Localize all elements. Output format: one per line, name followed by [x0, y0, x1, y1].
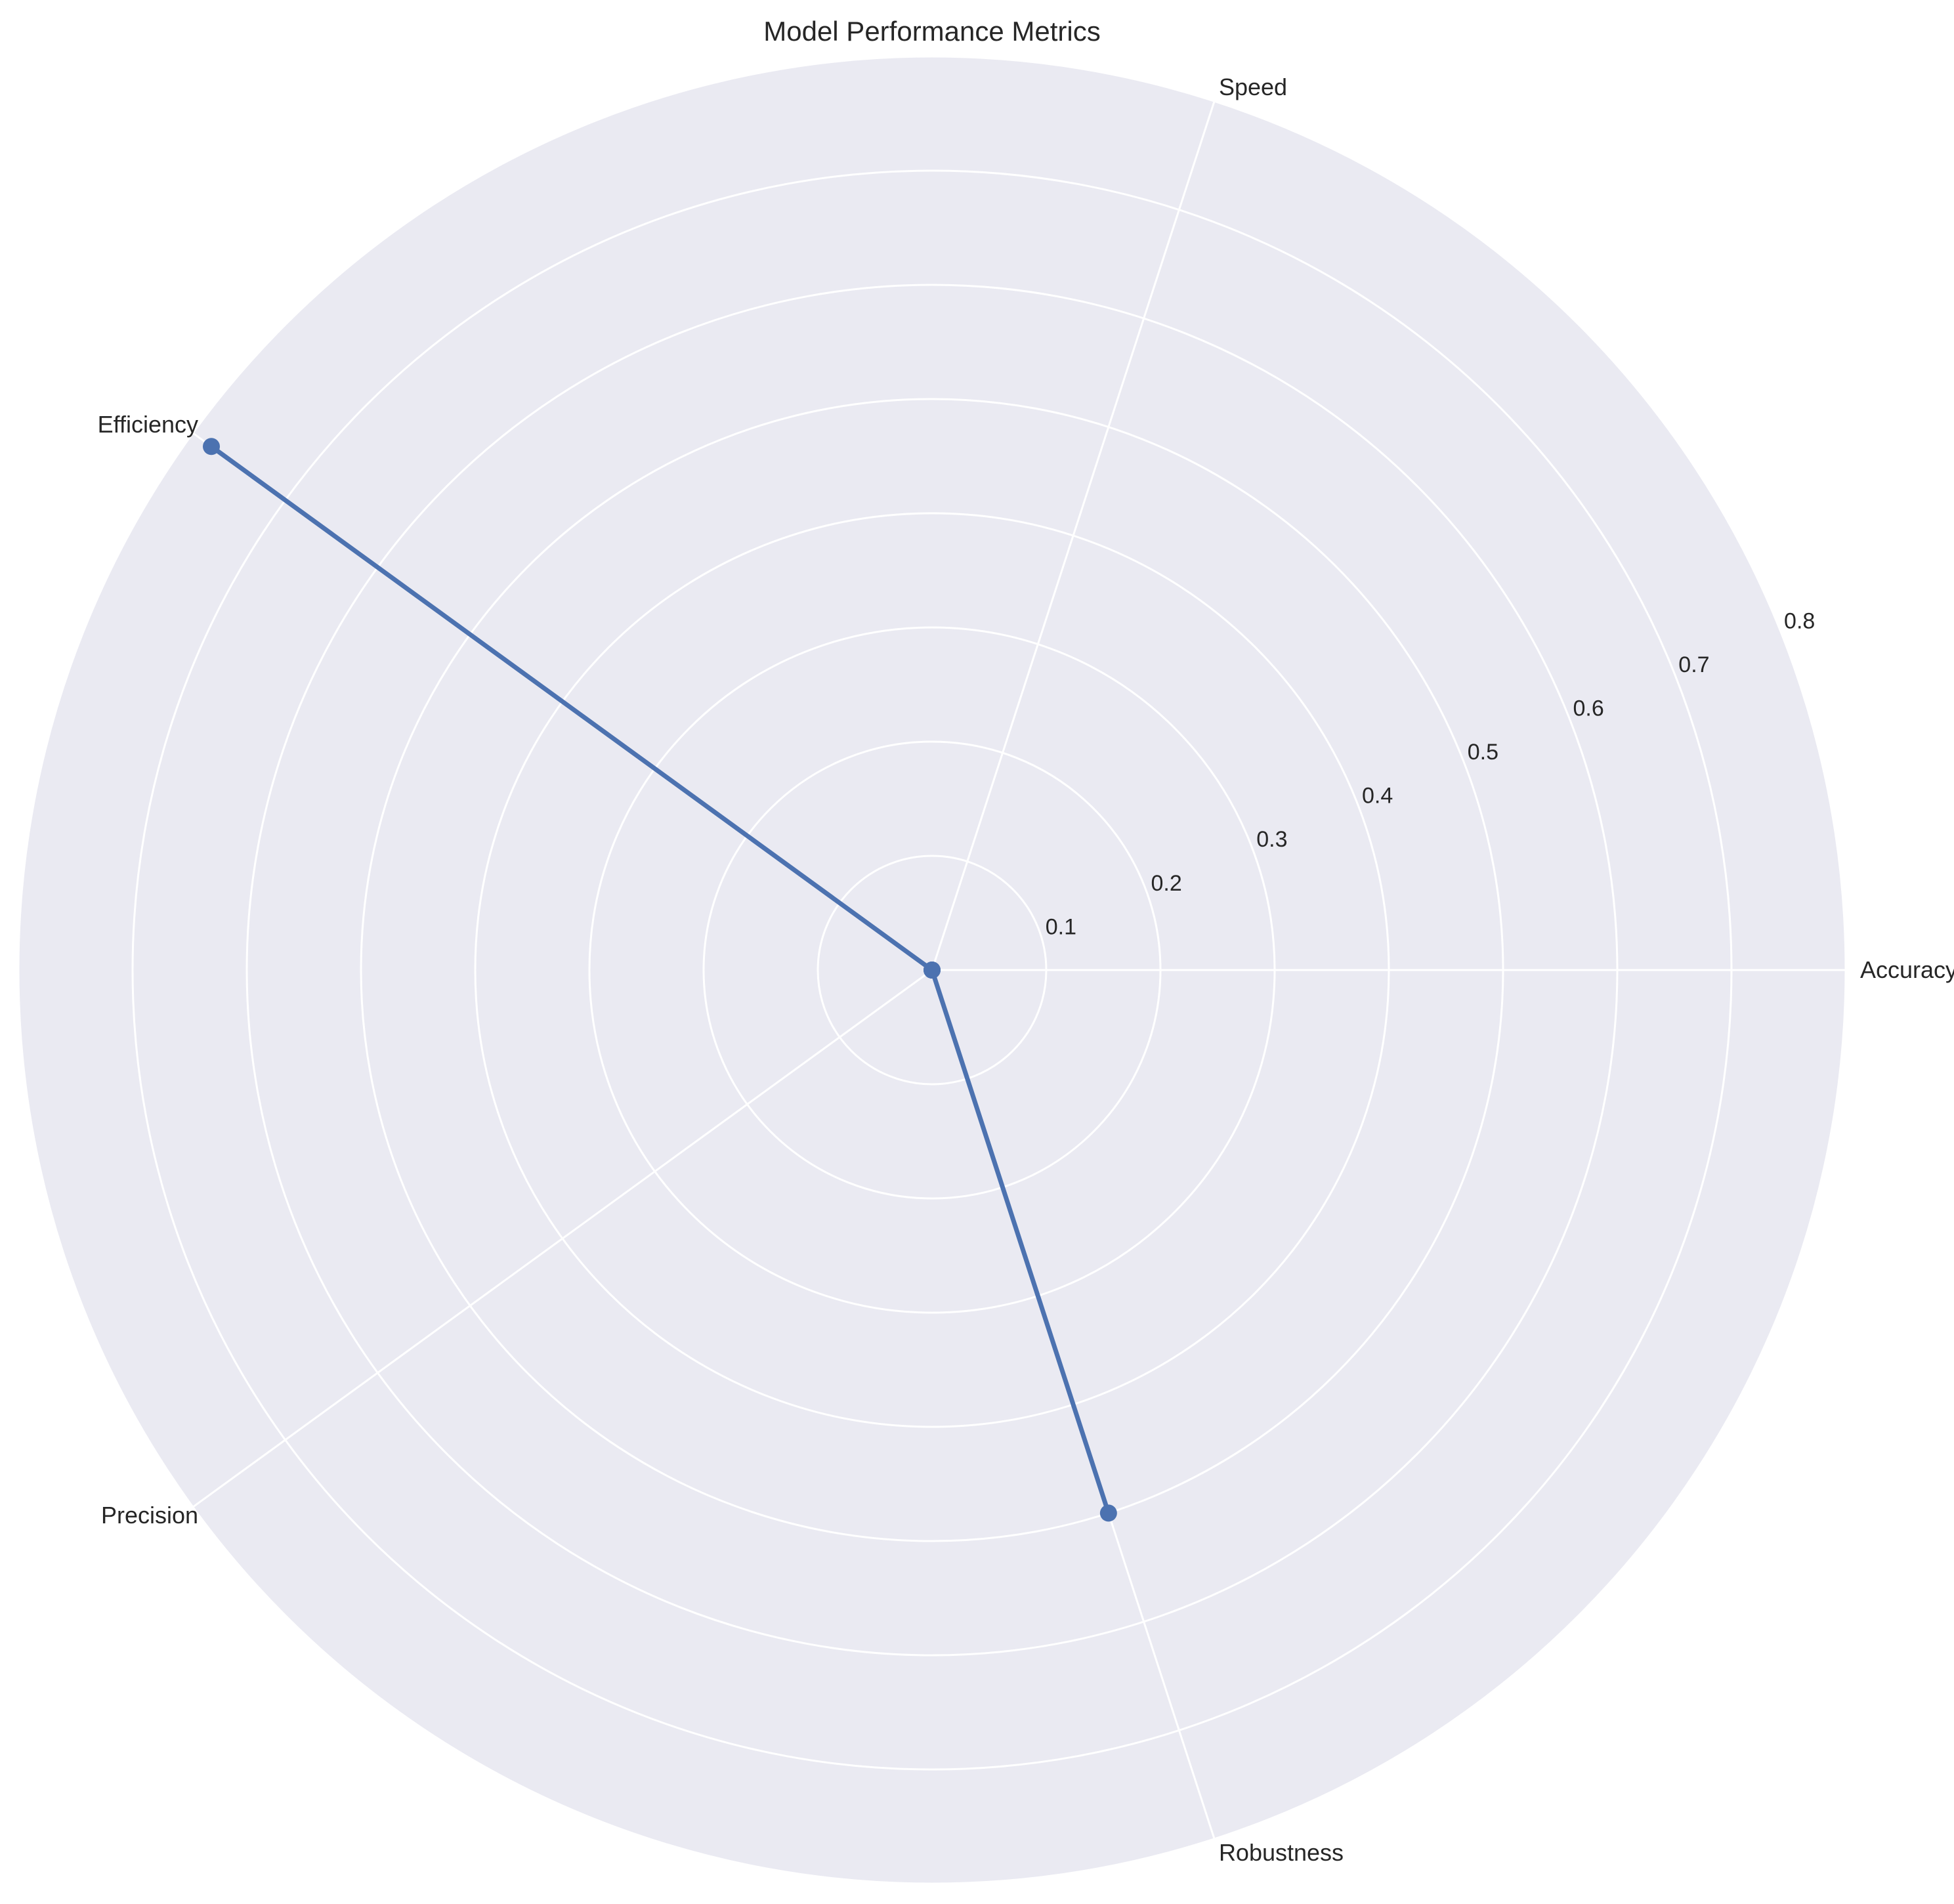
r-tick-label: 0.8	[1784, 608, 1815, 633]
radial-tick-labels: 0.1 0.2 0.3 0.4 0.5 0.6 0.7 0.8	[1046, 608, 1816, 939]
spoke-precision	[192, 969, 933, 1508]
spoke-speed	[931, 100, 1216, 971]
category-label-efficiency: Efficiency	[98, 411, 198, 438]
chart-title: Model Performance Metrics	[763, 16, 1101, 47]
r-tick-label: 0.2	[1151, 871, 1182, 896]
data-point-precision	[924, 962, 941, 979]
category-label-speed: Speed	[1219, 74, 1287, 100]
category-label-robustness: Robustness	[1219, 1839, 1344, 1866]
series-layer	[203, 438, 1117, 1522]
category-label-accuracy: Accuracy	[1860, 956, 1954, 983]
data-point-robustness	[1099, 1504, 1117, 1522]
data-point-efficiency	[203, 438, 221, 455]
r-tick-label: 0.1	[1046, 914, 1076, 939]
r-tick-label: 0.7	[1678, 652, 1709, 677]
r-tick-label: 0.5	[1468, 740, 1498, 765]
r-tick-label: 0.3	[1256, 827, 1287, 852]
category-label-precision: Precision	[101, 1502, 198, 1529]
r-tick-label: 0.4	[1362, 784, 1393, 809]
r-tick-label: 0.6	[1573, 696, 1604, 721]
category-labels: Accuracy Speed Efficiency Precision Robustne…	[98, 74, 1954, 1866]
